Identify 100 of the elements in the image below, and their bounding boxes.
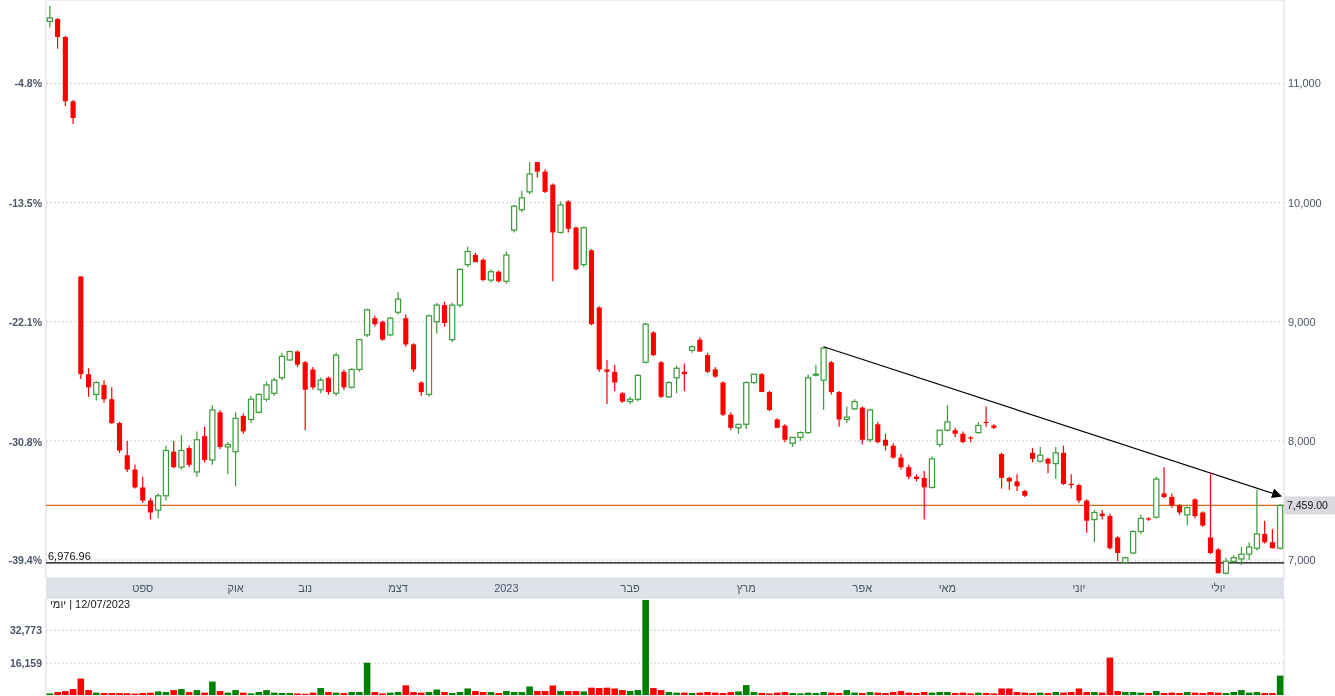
bar	[1183, 692, 1191, 695]
bar	[1253, 692, 1261, 695]
y2-tick-label: 7,000	[1288, 554, 1316, 567]
candlestick	[155, 492, 162, 520]
candlestick	[650, 330, 656, 357]
candlestick	[101, 379, 107, 404]
x-tick-label: פבר	[620, 582, 641, 594]
bar	[185, 692, 193, 695]
x-tick-label: אוק	[227, 582, 244, 594]
bar	[781, 692, 789, 695]
x-tick-label: מאי	[938, 582, 957, 594]
candlestick	[1137, 514, 1145, 535]
candlestick	[247, 395, 255, 424]
candlestick	[171, 440, 177, 469]
candlestick	[132, 464, 138, 490]
x-tick-label: דצמ	[388, 582, 408, 594]
y-tick-label: -22.1%	[8, 315, 43, 328]
candlestick	[140, 476, 146, 504]
candlestick	[240, 412, 246, 435]
candlestick	[394, 291, 402, 316]
candlestick	[875, 421, 881, 444]
bar	[441, 692, 448, 695]
candlestick	[178, 434, 185, 471]
candlestick	[1192, 497, 1198, 520]
candlestick	[70, 99, 76, 125]
bar	[1052, 692, 1060, 695]
candlestick	[1014, 473, 1020, 492]
candlestick	[634, 373, 642, 403]
bar	[317, 688, 324, 695]
x-tick-label: יולי	[1211, 582, 1226, 594]
candlestick	[705, 352, 711, 374]
candlestick	[341, 368, 347, 391]
bar	[216, 691, 224, 695]
candlestick	[86, 367, 92, 398]
x-tick-label: מרץ	[736, 582, 756, 594]
x-tick-label: יוני	[1072, 582, 1086, 594]
y-tick-label: 16,159	[9, 657, 43, 670]
candlestick	[464, 246, 471, 268]
candlestick	[921, 470, 927, 521]
candlestick	[186, 445, 192, 468]
annotation: 12/07/2023 | יומי	[50, 598, 131, 610]
candlestick	[604, 359, 610, 405]
candlestick	[1253, 489, 1261, 552]
candlestick	[526, 161, 533, 195]
candlestick	[310, 366, 316, 391]
candlestick	[433, 302, 440, 335]
y2-tick-label: 8,000	[1288, 434, 1316, 447]
candlestick	[1045, 457, 1051, 474]
candlestick	[480, 258, 486, 282]
candlestick	[518, 190, 526, 213]
x-tick-label: 2023	[494, 582, 519, 594]
y2-tick-label: 11,000	[1288, 77, 1321, 90]
candlestick	[93, 380, 100, 402]
candlestick	[1076, 483, 1082, 504]
candlestick	[999, 452, 1005, 490]
candlestick	[441, 300, 448, 328]
y-tick-label: -39.4%	[8, 554, 43, 567]
bar	[154, 691, 162, 695]
candlestick	[124, 440, 130, 473]
candlestick	[1207, 473, 1214, 555]
candlestick	[1215, 547, 1221, 574]
bar	[1091, 692, 1098, 695]
bar	[866, 692, 874, 695]
candlestick	[1091, 509, 1098, 543]
candlestick	[278, 352, 286, 381]
y2-tick-label: 9,000	[1288, 315, 1316, 328]
x-tick-label: ספט	[132, 582, 154, 594]
ref-line-label: 7,459.00	[1287, 499, 1329, 512]
candlestick	[1115, 535, 1121, 562]
candlestick	[542, 168, 548, 194]
candlestick	[55, 17, 61, 50]
candlestick	[1052, 446, 1059, 480]
candlestick	[673, 365, 680, 394]
bar	[209, 681, 216, 695]
bar	[325, 692, 332, 695]
ref-line-label: 6,976.96	[48, 549, 91, 562]
bar	[580, 691, 588, 695]
bar	[626, 691, 634, 695]
candlestick	[147, 497, 154, 521]
bar	[170, 690, 177, 695]
x-tick-label: אפר	[852, 582, 873, 594]
bar	[178, 689, 185, 695]
bar	[162, 692, 170, 695]
y-tick-label: 32,773	[9, 624, 43, 637]
candlestick	[1161, 466, 1167, 499]
candlestick	[380, 319, 386, 342]
candlestick	[109, 386, 115, 425]
candlestick	[202, 426, 208, 463]
bar	[487, 692, 495, 695]
bar	[193, 690, 201, 695]
y2-tick-label: 10,000	[1288, 196, 1322, 209]
bar	[557, 691, 564, 695]
bar	[549, 685, 557, 695]
y-tick-label: -30.8%	[8, 435, 43, 448]
y-tick-label: -4.8%	[14, 77, 43, 90]
candlestick	[1262, 520, 1268, 545]
candlestick	[612, 364, 618, 392]
candlestick	[1184, 505, 1191, 527]
y-tick-label: -13.5%	[8, 197, 43, 210]
candlestick	[1084, 498, 1090, 534]
